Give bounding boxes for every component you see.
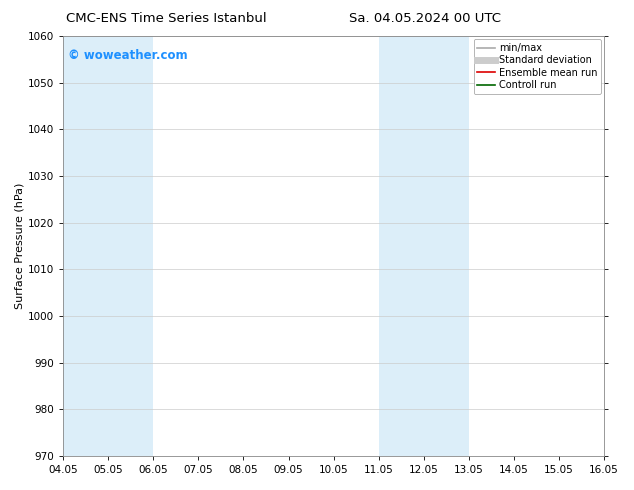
Text: Sa. 04.05.2024 00 UTC: Sa. 04.05.2024 00 UTC xyxy=(349,12,501,25)
Y-axis label: Surface Pressure (hPa): Surface Pressure (hPa) xyxy=(15,183,25,309)
Text: CMC-ENS Time Series Istanbul: CMC-ENS Time Series Istanbul xyxy=(66,12,266,25)
Text: © woweather.com: © woweather.com xyxy=(68,49,188,62)
Bar xyxy=(378,36,469,456)
Legend: min/max, Standard deviation, Ensemble mean run, Controll run: min/max, Standard deviation, Ensemble me… xyxy=(474,39,601,94)
Bar xyxy=(63,36,153,456)
